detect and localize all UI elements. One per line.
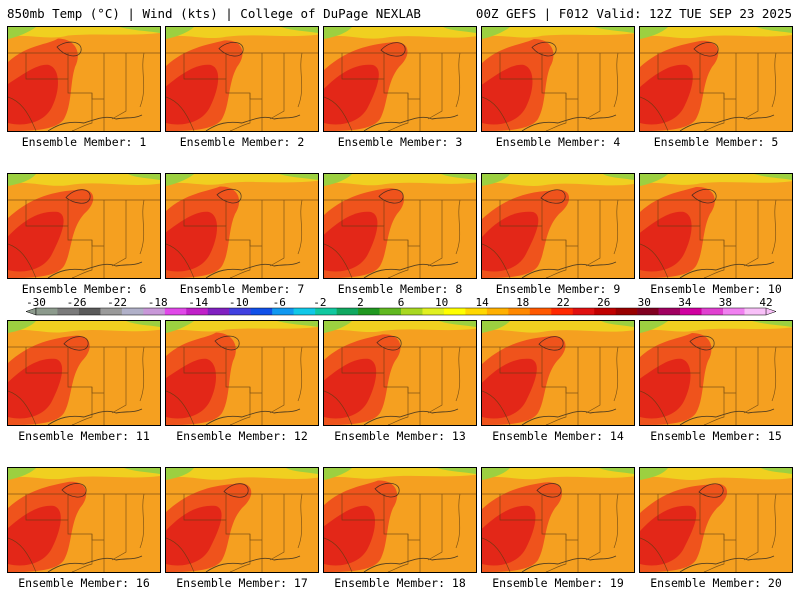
- ensemble-member-map: [481, 173, 635, 279]
- colorbar-swatch: [100, 308, 123, 315]
- colorbar-swatch: [207, 308, 230, 315]
- colorbar-tick-label: -30: [26, 296, 46, 309]
- colorbar-tick-label: -26: [67, 296, 87, 309]
- ensemble-member-map: [323, 173, 477, 279]
- colorbar-tick-label: 18: [516, 296, 529, 309]
- colorbar-tick-label: 6: [398, 296, 405, 309]
- colorbar-arrow-high: [765, 307, 777, 316]
- colorbar-swatch: [658, 308, 681, 315]
- colorbar-swatch: [78, 308, 101, 315]
- colorbar-swatch: [293, 308, 316, 315]
- colorbar-swatch: [443, 308, 466, 315]
- colorbar-tick-label: -2: [313, 296, 326, 309]
- colorbar-swatch: [36, 308, 58, 315]
- ensemble-member-label: Ensemble Member: 15: [650, 429, 782, 443]
- colorbar-swatch: [723, 308, 745, 315]
- colorbar-swatch: [272, 308, 294, 315]
- colorbar-tick-label: -10: [229, 296, 249, 309]
- colorbar-tick-label: 2: [357, 296, 364, 309]
- ensemble-member-map: [7, 26, 161, 132]
- colorbar-swatch: [701, 308, 724, 315]
- colorbar-swatch: [401, 308, 423, 315]
- ensemble-member-map: [481, 26, 635, 132]
- colorbar-tick-label: 14: [475, 296, 489, 309]
- ensemble-member-label: Ensemble Member: 5: [653, 135, 779, 149]
- ensemble-member-label: Ensemble Member: 3: [337, 135, 463, 149]
- colorbar-swatch: [594, 308, 617, 315]
- ensemble-member-label: Ensemble Member: 14: [492, 429, 624, 443]
- map-title: 850mb Temp (°C) | Wind (kts) | College o…: [7, 6, 421, 21]
- ensemble-member-map: [639, 320, 793, 426]
- ensemble-member-label: Ensemble Member: 2: [179, 135, 305, 149]
- colorbar-swatch: [336, 308, 359, 315]
- colorbar-swatch: [551, 308, 574, 315]
- ensemble-member-label: Ensemble Member: 20: [650, 576, 782, 590]
- colorbar-tick-label: 38: [719, 296, 732, 309]
- colorbar-tick-label: -18: [148, 296, 168, 309]
- ensemble-member-label: Ensemble Member: 13: [334, 429, 466, 443]
- ensemble-member-map: [165, 173, 319, 279]
- ensemble-member-map: [639, 467, 793, 573]
- colorbar-swatch: [465, 308, 488, 315]
- ensemble-member-label: Ensemble Member: 12: [176, 429, 308, 443]
- colorbar-swatch: [422, 308, 445, 315]
- ensemble-member-map: [481, 320, 635, 426]
- colorbar-tick-label: 42: [759, 296, 772, 309]
- ensemble-member-label: Ensemble Member: 4: [495, 135, 621, 149]
- colorbar-swatch: [680, 308, 702, 315]
- colorbar-swatch: [164, 308, 187, 315]
- ensemble-member-label: Ensemble Member: 11: [18, 429, 150, 443]
- ensemble-member-map: [7, 320, 161, 426]
- colorbar-swatch: [744, 308, 767, 315]
- model-valid-time: 00Z GEFS | F012 Valid: 12Z TUE SEP 23 20…: [475, 6, 792, 21]
- colorbar-tick-label: 10: [435, 296, 448, 309]
- colorbar-arrow-low: [25, 307, 37, 316]
- ensemble-member-label: Ensemble Member: 10: [650, 282, 782, 296]
- ensemble-member-label: Ensemble Member: 16: [18, 576, 150, 590]
- ensemble-member-label: Ensemble Member: 9: [495, 282, 621, 296]
- colorbar-tick-label: 30: [638, 296, 651, 309]
- colorbar-tick-label: -6: [273, 296, 286, 309]
- ensemble-member-label: Ensemble Member: 7: [179, 282, 305, 296]
- ensemble-member-map: [481, 467, 635, 573]
- colorbar-swatch: [315, 308, 337, 315]
- colorbar-swatch: [250, 308, 273, 315]
- temperature-colorbar: -30 -26 -22 -18 -14 -10 -6 -2 2 6 10 14 18 22 26 30 34 38…: [25, 296, 777, 316]
- ensemble-member-label: Ensemble Member: 19: [492, 576, 624, 590]
- colorbar-swatch: [186, 308, 209, 315]
- ensemble-member-label: Ensemble Member: 6: [21, 282, 147, 296]
- colorbar-tick-label: 26: [597, 296, 610, 309]
- ensemble-member-map: [7, 467, 161, 573]
- colorbar-swatch: [615, 308, 638, 315]
- colorbar-swatch: [572, 308, 595, 315]
- colorbar-swatch: [229, 308, 252, 315]
- colorbar-tick-label: -14: [188, 296, 208, 309]
- colorbar-swatch: [637, 308, 659, 315]
- ensemble-member-label: Ensemble Member: 1: [21, 135, 147, 149]
- ensemble-member-map: [323, 26, 477, 132]
- ensemble-member-label: Ensemble Member: 18: [334, 576, 466, 590]
- ensemble-member-map: [639, 26, 793, 132]
- colorbar-swatch: [529, 308, 552, 315]
- colorbar-swatch: [508, 308, 531, 315]
- ensemble-member-map: [165, 26, 319, 132]
- ensemble-member-label: Ensemble Member: 8: [337, 282, 463, 296]
- ensemble-member-map: [165, 467, 319, 573]
- colorbar-swatch: [379, 308, 402, 315]
- colorbar-swatch: [121, 308, 144, 315]
- ensemble-member-map: [165, 320, 319, 426]
- ensemble-member-map: [7, 173, 161, 279]
- ensemble-member-map: [323, 467, 477, 573]
- colorbar-tick-label: 34: [678, 296, 692, 309]
- colorbar-tick-label: 22: [557, 296, 570, 309]
- ensemble-member-map: [323, 320, 477, 426]
- colorbar-swatch: [358, 308, 380, 315]
- ensemble-member-label: Ensemble Member: 17: [176, 576, 308, 590]
- colorbar-tick-label: -22: [107, 296, 127, 309]
- ensemble-member-map: [639, 173, 793, 279]
- colorbar-swatch: [57, 308, 80, 315]
- colorbar-swatch: [143, 308, 166, 315]
- colorbar-swatch: [486, 308, 509, 315]
